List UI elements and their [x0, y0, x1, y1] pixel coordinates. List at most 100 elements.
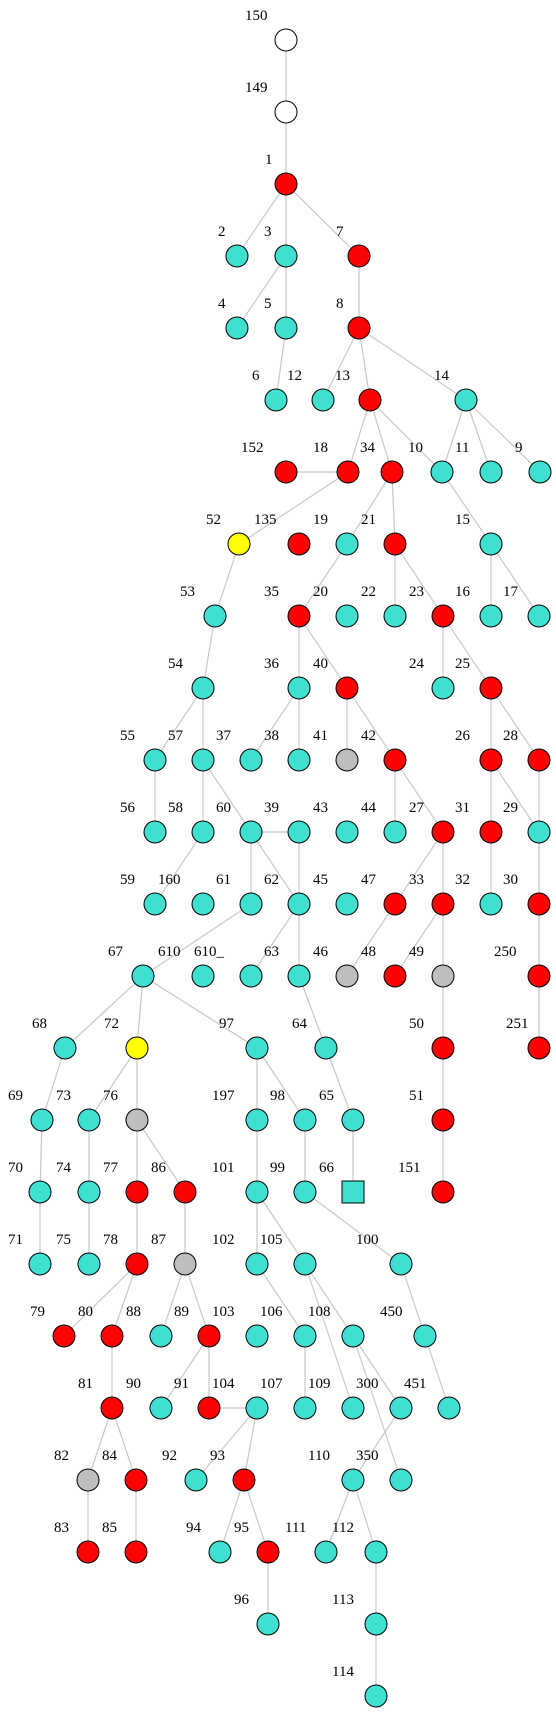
- node-label-610_: 610_: [194, 944, 225, 960]
- node-label-97: 97: [219, 1016, 235, 1032]
- node-label-12: 12: [287, 368, 302, 384]
- edge-36-37: [250, 687, 300, 761]
- node-label-76: 76: [103, 1088, 119, 1104]
- node-label-80: 80: [78, 1304, 93, 1320]
- node-label-46: 46: [313, 944, 329, 960]
- node-4: [225, 316, 249, 340]
- node-40: [335, 676, 359, 700]
- edge-15-17: [490, 543, 540, 617]
- node-label-82: 82: [54, 1448, 69, 1464]
- node-111: [314, 1540, 338, 1564]
- node-64: [314, 1036, 338, 1060]
- edge-102-106: [256, 1263, 306, 1337]
- node-62: [287, 892, 311, 916]
- node-97: [245, 1036, 269, 1060]
- node-label-99: 99: [270, 1160, 285, 1176]
- node-label-70: 70: [8, 1160, 23, 1176]
- node-label-251: 251: [506, 1016, 529, 1032]
- node-106: [293, 1324, 317, 1348]
- node-label-45: 45: [313, 872, 328, 888]
- node-label-79: 79: [30, 1304, 45, 1320]
- edge-69-70: [39, 1119, 43, 1193]
- edge-60-62: [250, 831, 300, 905]
- node-47: [383, 892, 407, 916]
- edge-67-72: [136, 975, 144, 1049]
- node-9: [528, 460, 552, 484]
- node-label-36: 36: [264, 656, 280, 672]
- node-102: [245, 1252, 269, 1276]
- node-label-55: 55: [120, 728, 135, 744]
- edge-100-450: [400, 1263, 426, 1337]
- edge-78-80: [111, 1263, 138, 1337]
- node-label-89: 89: [174, 1304, 189, 1320]
- tree-edges: [39, 40, 541, 1696]
- node-109: [341, 1396, 365, 1420]
- node-label-1: 1: [265, 152, 273, 168]
- node-110: [341, 1468, 365, 1492]
- edge-89-90: [160, 1335, 210, 1409]
- node-1: [274, 172, 298, 196]
- node-95: [256, 1540, 280, 1564]
- edge-33-48: [394, 903, 444, 977]
- node-7: [347, 244, 371, 268]
- node-label-73: 73: [56, 1088, 71, 1104]
- node-8: [347, 316, 371, 340]
- node-label-47: 47: [361, 872, 377, 888]
- node-label-50: 50: [409, 1016, 424, 1032]
- node-label-300: 300: [356, 1376, 379, 1392]
- node-label-74: 74: [56, 1160, 72, 1176]
- node-label-20: 20: [313, 584, 328, 600]
- node-42: [383, 748, 407, 772]
- node-67: [131, 964, 155, 988]
- node-label-30: 30: [503, 872, 518, 888]
- node-450: [413, 1324, 437, 1348]
- node-label-96: 96: [234, 1592, 250, 1608]
- node-37: [239, 748, 263, 772]
- node-12: [311, 388, 335, 412]
- node-label-4: 4: [218, 296, 226, 312]
- node-2: [225, 244, 249, 268]
- node-41: [335, 748, 359, 772]
- node-86: [173, 1180, 197, 1204]
- node-113: [364, 1612, 388, 1636]
- node-label-53: 53: [180, 584, 195, 600]
- node-label-87: 87: [151, 1232, 167, 1248]
- tree-nodes: [28, 28, 552, 1708]
- edge-67-68: [64, 975, 144, 1049]
- edge-110-112: [352, 1479, 377, 1553]
- node-label-71: 71: [8, 1232, 23, 1248]
- node-label-90: 90: [126, 1376, 141, 1392]
- node-20: [335, 604, 359, 628]
- node-105: [293, 1252, 317, 1276]
- edge-8-12: [322, 327, 360, 401]
- edge-13-10: [369, 399, 443, 473]
- edge-67-97: [142, 975, 258, 1049]
- node-label-350: 350: [356, 1448, 379, 1464]
- edge-14-10: [441, 399, 467, 473]
- node-69: [30, 1108, 54, 1132]
- node-108: [341, 1324, 365, 1348]
- node-label-58: 58: [168, 800, 183, 816]
- node-150: [274, 28, 298, 52]
- node-label-27: 27: [409, 800, 425, 816]
- node-61: [239, 892, 263, 916]
- edge-62-610_: [250, 903, 300, 977]
- node-59: [143, 892, 167, 916]
- node-label-62: 62: [264, 872, 279, 888]
- edge-1-7: [285, 183, 360, 257]
- node-label-109: 109: [308, 1376, 331, 1392]
- node-78: [125, 1252, 149, 1276]
- node-label-85: 85: [102, 1520, 117, 1536]
- node-300: [389, 1396, 413, 1420]
- node-45: [335, 892, 359, 916]
- node-250: [527, 964, 551, 988]
- node-label-106: 106: [260, 1304, 283, 1320]
- node-label-59: 59: [120, 872, 135, 888]
- node-label-92: 92: [162, 1448, 177, 1464]
- node-81: [100, 1396, 124, 1420]
- edge-1-2: [236, 183, 287, 257]
- node-label-98: 98: [270, 1088, 285, 1104]
- node-103: [245, 1324, 269, 1348]
- node-152: [274, 460, 298, 484]
- node-91: [197, 1396, 221, 1420]
